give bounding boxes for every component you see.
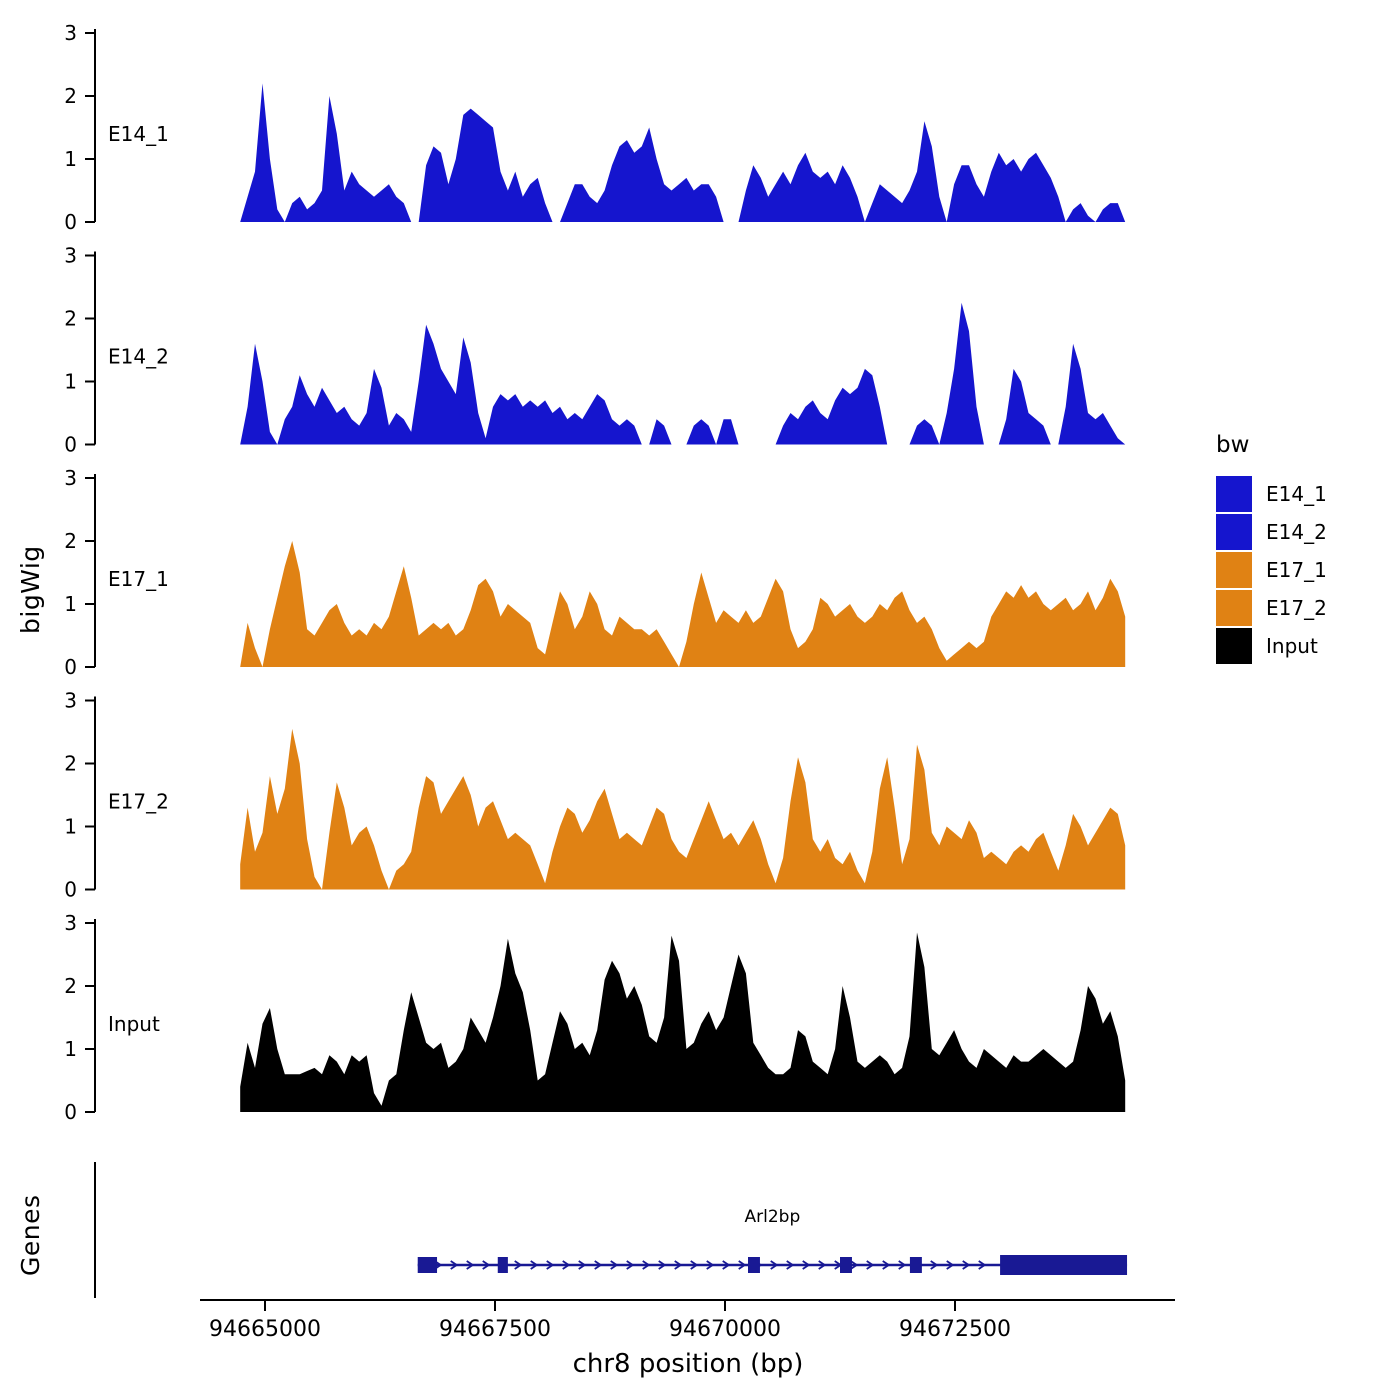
y-tick-label: 3: [64, 911, 77, 935]
gene-exon: [748, 1257, 760, 1273]
y-tick-label: 2: [64, 752, 77, 776]
gene-strand-arrow-icon: [978, 1260, 987, 1270]
gene-strand-arrow-icon: [610, 1260, 619, 1270]
gene-strand-arrow-icon: [642, 1260, 651, 1270]
legend-swatch-E17_2: [1216, 590, 1252, 626]
gene-strand-arrow-icon: [626, 1260, 635, 1270]
y-tick-label: 1: [64, 370, 77, 394]
y-tick-label: 2: [64, 974, 77, 998]
y-tick-label: 3: [64, 21, 77, 45]
y-tick-label: 3: [64, 689, 77, 713]
track-area-E14_2: [240, 302, 1126, 445]
y-tick-label: 2: [64, 84, 77, 108]
track-area-E17_1: [240, 541, 1126, 667]
y-tick-label: 2: [64, 307, 77, 331]
y-tick-label: 1: [64, 147, 77, 171]
y-tick-label: 2: [64, 529, 77, 553]
legend-label: Input: [1266, 634, 1318, 658]
y-tick-label: 0: [64, 878, 77, 902]
gene-exon: [497, 1257, 508, 1273]
gene-strand-arrow-icon: [514, 1260, 523, 1270]
gene-label: Arl2bp: [745, 1207, 801, 1227]
gene-strand-arrow-icon: [722, 1260, 731, 1270]
gene-strand-arrow-icon: [946, 1260, 955, 1270]
legend-label: E17_1: [1266, 558, 1327, 582]
track-label-E17_2: E17_2: [108, 789, 169, 813]
gene-strand-arrow-icon: [770, 1260, 779, 1270]
x-tick-label: 94667500: [439, 1317, 551, 1342]
y-tick-label: 1: [64, 815, 77, 839]
legend-item-E14_1: E14_1: [1216, 476, 1327, 512]
gene-utr-box: [1000, 1255, 1128, 1275]
gene-strand-arrow-icon: [706, 1260, 715, 1270]
y-tick-label: 0: [64, 433, 77, 457]
gene-strand-arrow-icon: [482, 1260, 491, 1270]
gene-strand-arrow-icon: [466, 1260, 475, 1270]
y-tick-label: 0: [64, 210, 77, 234]
y-tick-label: 3: [64, 466, 77, 490]
gene-strand-arrow-icon: [530, 1260, 539, 1270]
x-tick-label: 94670000: [669, 1317, 781, 1342]
legend: bw E14_1 E14_2 E17_1 E17_2 Input: [1216, 432, 1327, 666]
gene-strand-arrow-icon: [962, 1260, 971, 1270]
gene-strand-arrow-icon: [578, 1260, 587, 1270]
gene-exon: [840, 1257, 852, 1273]
x-axis-title: chr8 position (bp): [573, 1349, 804, 1379]
legend-title: bw: [1216, 432, 1250, 458]
legend-label: E14_1: [1266, 482, 1327, 506]
legend-label: E14_2: [1266, 520, 1327, 544]
gene-strand-arrow-icon: [898, 1260, 907, 1270]
legend-item-E17_1: E17_1: [1216, 552, 1327, 588]
gene-exon: [909, 1257, 922, 1273]
legend-item-Input: Input: [1216, 628, 1327, 664]
track-area-E14_1: [240, 83, 1126, 223]
track-area-E17_2: [240, 728, 1126, 890]
gene-strand-arrow-icon: [802, 1260, 811, 1270]
gene-strand-arrow-icon: [850, 1260, 859, 1270]
legend-swatch-E14_1: [1216, 476, 1252, 512]
gene-strand-arrow-icon: [594, 1260, 603, 1270]
legend-swatch-Input: [1216, 628, 1252, 664]
legend-item-E17_2: E17_2: [1216, 590, 1327, 626]
track-label-Input: Input: [108, 1012, 160, 1036]
gene-strand-arrow-icon: [562, 1260, 571, 1270]
gene-strand-arrow-icon: [546, 1260, 555, 1270]
gene-strand-arrow-icon: [882, 1260, 891, 1270]
x-tick-label: 94672500: [899, 1317, 1011, 1342]
gene-strand-arrow-icon: [690, 1260, 699, 1270]
gene-strand-arrow-icon: [818, 1260, 827, 1270]
legend-swatch-E17_1: [1216, 552, 1252, 588]
y-tick-label: 1: [64, 592, 77, 616]
track-label-E17_1: E17_1: [108, 567, 169, 591]
track-area-Input: [240, 932, 1126, 1112]
gene-strand-arrow-icon: [786, 1260, 795, 1270]
track-label-E14_1: E14_1: [108, 122, 169, 146]
legend-item-E14_2: E14_2: [1216, 514, 1327, 550]
y-tick-label: 0: [64, 1100, 77, 1124]
gene-strand-arrow-icon: [930, 1260, 939, 1270]
gene-exon: [417, 1257, 438, 1273]
gene-strand-arrow-icon: [738, 1260, 747, 1270]
gene-strand-arrow-icon: [674, 1260, 683, 1270]
legend-label: E17_2: [1266, 596, 1327, 620]
legend-swatch-E14_2: [1216, 514, 1252, 550]
gene-strand-arrow-icon: [658, 1260, 667, 1270]
legend-items: E14_1 E14_2 E17_1 E17_2 Input: [1216, 476, 1327, 664]
y-tick-label: 3: [64, 244, 77, 268]
gene-strand-arrow-icon: [450, 1260, 459, 1270]
y-tick-label: 1: [64, 1037, 77, 1061]
track-label-E14_2: E14_2: [108, 344, 169, 368]
gene-strand-arrow-icon: [866, 1260, 875, 1270]
y-tick-label: 0: [64, 655, 77, 679]
x-tick-label: 94665000: [209, 1317, 321, 1342]
